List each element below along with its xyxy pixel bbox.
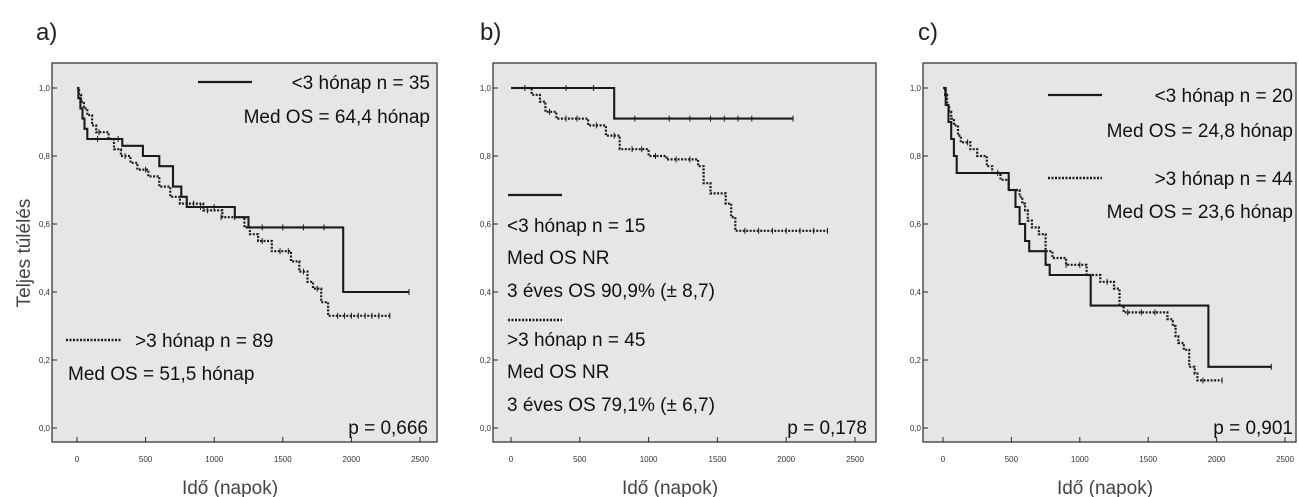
panel-a-x-tick-label: 0 <box>75 455 80 464</box>
panel-a-label: a) <box>36 19 57 46</box>
panel-a-x-tick-label: 500 <box>139 455 153 464</box>
panel-c-x-axis-title: Idő (napok) <box>1057 478 1153 497</box>
panel-b-y-tick-label: 0,2 <box>480 356 492 365</box>
panel-c-legend-2-label: >3 hónap n = 44 <box>1155 169 1294 190</box>
panel-c-x-tick-label: 2000 <box>1208 455 1226 464</box>
panel-b-x-axis: 0 500 1000 1500 2000 2500 <box>509 437 864 464</box>
panel-c: c) 0,0 0,2 0,4 0,6 0,8 1,0 0 500 1000 1500 2000 25… <box>910 19 1297 497</box>
panel-c-y-axis: 0,0 0,2 0,4 0,6 0,8 1,0 <box>910 84 928 433</box>
panel-a-p-value: p = 0,666 <box>348 418 428 439</box>
panel-b-x-tick-label: 0 <box>509 455 514 464</box>
panel-b-legend-1-extra: 3 éves OS 90,9% (± 8,7) <box>507 281 715 302</box>
panel-b-x-axis-title: Idő (napok) <box>622 478 718 497</box>
panel-a-x-axis-title: Idő (napok) <box>182 478 278 497</box>
panel-b-p-value: p = 0,178 <box>787 418 867 439</box>
panel-a-x-tick-label: 2500 <box>411 455 429 464</box>
panel-c-y-tick-label: 0,6 <box>910 220 922 229</box>
panel-b-legend-1-label: <3 hónap n = 15 <box>507 216 645 237</box>
panel-a-y-tick-label: 0,0 <box>39 424 51 433</box>
panel-b-label: b) <box>480 19 501 46</box>
panel-b-x-tick-label: 500 <box>573 455 587 464</box>
panel-c-legend-1-label: <3 hónap n = 20 <box>1155 86 1293 107</box>
panel-a-legend-1-median: Med OS = 64,4 hónap <box>244 107 430 128</box>
panel-a-y-axis-title: Teljes túlélés <box>14 199 35 308</box>
panel-c-y-tick-label: 0,4 <box>910 288 922 297</box>
panel-c-legend-1-median: Med OS = 24,8 hónap <box>1107 121 1293 142</box>
panel-b-legend-1-median: Med OS NR <box>507 248 609 269</box>
panel-b-legend-2-label: >3 hónap n = 45 <box>507 330 645 351</box>
panel-c-curve-lt3 <box>943 86 1272 368</box>
panel-a-legend-2-label: >3 hónap n = 89 <box>135 331 273 352</box>
panel-b-x-tick-label: 2000 <box>777 455 795 464</box>
panel-b-y-tick-label: 0,8 <box>480 152 492 161</box>
panel-a-legend-1-label: <3 hónap n = 35 <box>292 73 430 94</box>
panel-b-x-tick-label: 2500 <box>846 455 864 464</box>
panel-c-y-tick-label: 1,0 <box>910 84 922 93</box>
panel-c-y-tick-label: 0,0 <box>910 424 922 433</box>
panel-c-x-tick-label: 2500 <box>1276 455 1294 464</box>
panel-a-y-axis: 0,0 0,2 0,4 0,6 0,8 1,0 <box>39 84 57 433</box>
panel-b-plot-area <box>492 62 877 443</box>
panel-c-p-value: p = 0,901 <box>1213 418 1293 439</box>
panel-a-y-tick-label: 0,8 <box>39 152 51 161</box>
panel-c-legend-2-median: Med OS = 23,6 hónap <box>1107 202 1293 223</box>
panel-c-curves <box>943 86 1272 384</box>
panel-a-y-tick-label: 0,4 <box>39 288 51 297</box>
panel-c-x-tick-label: 1000 <box>1071 455 1089 464</box>
panel-b: b) 0,0 0,2 0,4 0,6 0,8 1,0 0 500 1000 1500 2000 25… <box>480 19 877 497</box>
panel-b-legend-2-extra: 3 éves OS 79,1% (± 6,7) <box>507 395 715 416</box>
panel-a-curves <box>77 86 410 319</box>
panel-b-curve-lt3 <box>511 86 794 120</box>
panel-c-y-tick-label: 0,2 <box>910 356 922 365</box>
panel-a-y-tick-label: 1,0 <box>39 84 51 93</box>
panel-c-y-tick-label: 0,8 <box>910 152 922 161</box>
panel-c-plot-area <box>922 62 1297 443</box>
panel-b-y-tick-label: 0,6 <box>480 220 492 229</box>
panel-b-y-tick-label: 0,4 <box>480 288 492 297</box>
panel-b-curves <box>511 85 828 234</box>
panel-a-plot-area <box>51 62 438 443</box>
panel-a-y-tick-label: 0,2 <box>39 356 51 365</box>
panel-a-x-tick-label: 1000 <box>205 455 223 464</box>
panel-b-legend-2-median: Med OS NR <box>507 362 609 383</box>
panel-c-x-tick-label: 500 <box>1005 455 1019 464</box>
panel-a-x-tick-label: 1500 <box>274 455 292 464</box>
panel-b-y-tick-label: 1,0 <box>480 84 492 93</box>
panel-c-curve-gt3 <box>943 86 1223 382</box>
panel-b-curve-gt3 <box>511 86 828 232</box>
panel-a-x-tick-label: 2000 <box>343 455 361 464</box>
panel-b-y-axis: 0,0 0,2 0,4 0,6 0,8 1,0 <box>480 84 498 433</box>
panel-b-y-tick-label: 0,0 <box>480 424 492 433</box>
panel-a-legend-2-median: Med OS = 51,5 hónap <box>68 364 254 385</box>
panel-a: a) 0,0 0,2 0,4 0,6 0,8 1,0 0 500 1000 1500 2000 25… <box>14 19 438 497</box>
panel-c-label: c) <box>918 19 938 46</box>
panel-b-x-tick-label: 1500 <box>709 455 727 464</box>
panel-c-x-tick-label: 0 <box>941 455 946 464</box>
panel-a-curve-lt3 <box>77 86 409 294</box>
panel-a-x-axis: 0 500 1000 1500 2000 2500 <box>75 437 429 464</box>
panel-c-x-axis: 0 500 1000 1500 2000 2500 <box>941 437 1294 464</box>
panel-c-x-tick-label: 1500 <box>1139 455 1157 464</box>
panel-a-curve-gt3 <box>77 86 390 317</box>
panel-a-y-tick-label: 0,6 <box>39 220 51 229</box>
panel-b-x-tick-label: 1000 <box>640 455 658 464</box>
